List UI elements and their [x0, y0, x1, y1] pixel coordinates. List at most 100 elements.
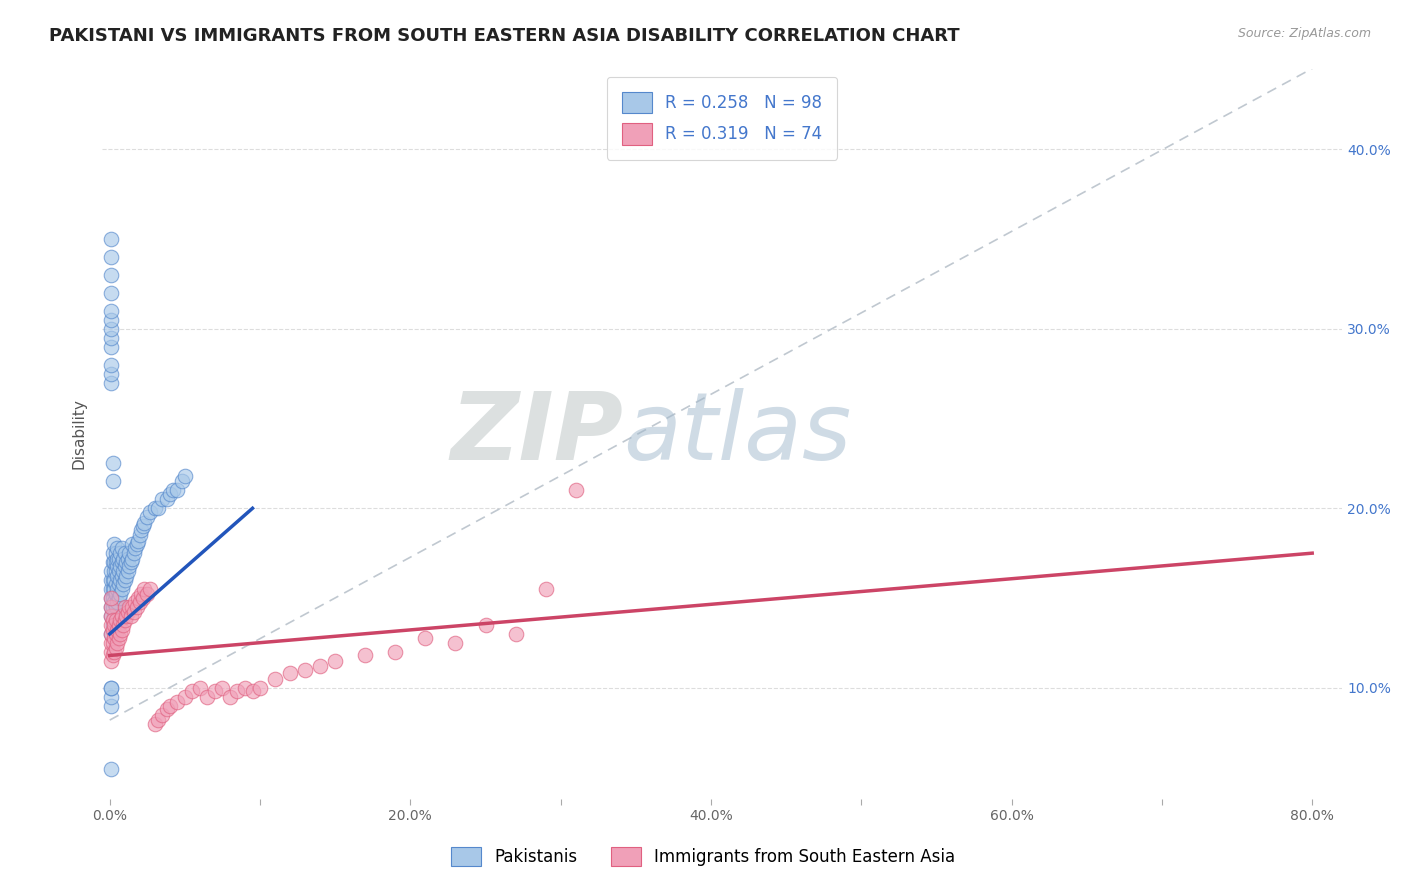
Point [159, 487, 181, 501]
Point [100, 762, 122, 776]
Point [173, 469, 195, 483]
Point [120, 609, 142, 624]
Point [101, 591, 124, 605]
Point [100, 322, 122, 336]
Point [100, 636, 122, 650]
Point [136, 510, 159, 524]
Point [117, 606, 139, 620]
Point [114, 558, 136, 573]
Point [101, 648, 124, 663]
Point [107, 576, 129, 591]
Point [100, 690, 122, 704]
Point [129, 523, 152, 537]
Point [132, 519, 155, 533]
Point [100, 609, 122, 624]
Point [219, 690, 242, 704]
Point [100, 582, 122, 596]
Point [159, 698, 181, 713]
Point [143, 501, 166, 516]
Point [104, 546, 127, 560]
Point [103, 582, 125, 596]
Point [100, 609, 122, 624]
Point [100, 340, 122, 354]
Point [111, 609, 134, 624]
Point [474, 618, 496, 632]
Point [107, 618, 129, 632]
Text: Source: ZipAtlas.com: Source: ZipAtlas.com [1237, 27, 1371, 40]
Point [104, 613, 127, 627]
Point [120, 555, 142, 569]
Point [127, 591, 149, 605]
Y-axis label: Disability: Disability [72, 399, 86, 469]
Point [128, 594, 150, 608]
Point [150, 492, 173, 507]
Point [134, 582, 156, 596]
Point [104, 555, 127, 569]
Point [103, 564, 125, 578]
Point [139, 582, 162, 596]
Point [110, 627, 132, 641]
Point [121, 537, 143, 551]
Point [132, 591, 155, 605]
Point [100, 367, 122, 381]
Point [100, 627, 122, 641]
Point [242, 684, 264, 698]
Point [128, 528, 150, 542]
Point [100, 627, 122, 641]
Point [111, 624, 134, 638]
Point [104, 576, 127, 591]
Point [101, 618, 124, 632]
Point [146, 501, 169, 516]
Point [105, 636, 128, 650]
Point [118, 546, 141, 560]
Point [110, 587, 132, 601]
Point [105, 624, 128, 638]
Point [124, 541, 146, 555]
Point [204, 684, 226, 698]
Point [103, 618, 125, 632]
Point [103, 537, 125, 551]
Point [101, 636, 124, 650]
Point [104, 587, 127, 601]
Point [564, 483, 586, 498]
Point [101, 624, 124, 638]
Point [117, 551, 139, 566]
Point [114, 613, 136, 627]
Point [124, 594, 146, 608]
Point [105, 582, 128, 596]
Point [188, 681, 211, 695]
Point [415, 631, 437, 645]
Point [121, 599, 143, 614]
Point [110, 558, 132, 573]
Point [122, 606, 145, 620]
Point [100, 698, 122, 713]
Legend: R = 0.258   N = 98, R = 0.319   N = 74: R = 0.258 N = 98, R = 0.319 N = 74 [606, 77, 837, 160]
Point [173, 690, 195, 704]
Point [100, 654, 122, 668]
Point [384, 645, 406, 659]
Point [104, 599, 127, 614]
Point [100, 303, 122, 318]
Point [100, 376, 122, 390]
Point [110, 573, 132, 587]
Point [107, 551, 129, 566]
Point [111, 541, 134, 555]
Point [103, 594, 125, 608]
Point [101, 457, 124, 471]
Point [444, 636, 467, 650]
Point [125, 599, 148, 614]
Point [156, 702, 179, 716]
Point [100, 618, 122, 632]
Point [100, 591, 122, 605]
Text: atlas: atlas [623, 388, 851, 479]
Point [249, 681, 271, 695]
Point [101, 573, 124, 587]
Point [107, 564, 129, 578]
Point [114, 599, 136, 614]
Point [115, 609, 138, 624]
Point [121, 551, 143, 566]
Point [101, 475, 124, 489]
Point [100, 573, 122, 587]
Point [111, 569, 134, 583]
Point [103, 609, 125, 624]
